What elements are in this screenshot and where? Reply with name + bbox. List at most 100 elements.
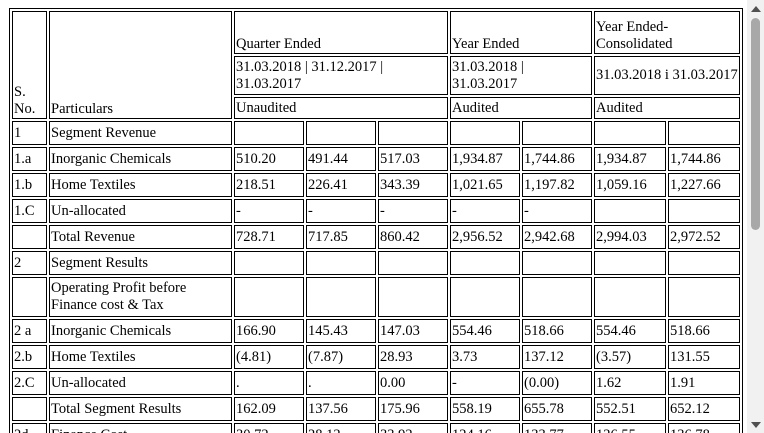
audited-label: Audited — [450, 97, 593, 119]
value-cell — [522, 251, 593, 275]
value-cell — [234, 251, 304, 275]
row-particular: Segment Revenue — [49, 121, 232, 145]
value-cell — [234, 277, 304, 317]
value-cell: 1.62 — [594, 371, 667, 395]
value-cell: 517.03 — [378, 147, 449, 171]
value-cell: 491.44 — [306, 147, 376, 171]
value-cell — [450, 121, 521, 145]
value-cell: - — [522, 199, 593, 223]
year-consolidated-header: Year Ended-Consolidated — [594, 11, 741, 54]
value-cell — [668, 121, 741, 145]
table-row: 1.b Home Textiles 218.51 226.41 343.39 1,021.… — [12, 173, 741, 197]
scroll-up-arrow-icon[interactable] — [747, 0, 764, 17]
row-particular: Total Revenue — [49, 225, 232, 249]
table-row: 1.C Un-allocated - - - - - — [12, 199, 741, 223]
row-particular: Segment Results — [49, 251, 232, 275]
value-cell: (4.81) — [234, 345, 304, 369]
value-cell: 28.12 — [306, 423, 376, 433]
value-cell: 655.78 — [522, 397, 593, 421]
row-sno: 1.a — [12, 147, 47, 171]
value-cell: 552.51 — [594, 397, 667, 421]
value-cell: 133.77 — [522, 423, 593, 433]
value-cell — [378, 251, 449, 275]
row-particular: Operating Profit before Finance cost & T… — [49, 277, 232, 317]
row-sno: 2.C — [12, 371, 47, 395]
value-cell: - — [450, 371, 521, 395]
table-row: Operating Profit before Finance cost & T… — [12, 277, 741, 317]
value-cell: 1.91 — [668, 371, 741, 395]
row-sno: 2 — [12, 251, 47, 275]
value-cell: 162.09 — [234, 397, 304, 421]
value-cell: 652.12 — [668, 397, 741, 421]
row-sno: 2 a — [12, 319, 47, 343]
value-cell: 137.56 — [306, 397, 376, 421]
particulars-header: Particulars — [49, 11, 232, 119]
year-dates: 31.03.2018 | 31.03.2017 — [450, 56, 593, 95]
row-sno: 2.b — [12, 345, 47, 369]
row-particular: Home Textiles — [49, 173, 232, 197]
value-cell: - — [306, 199, 376, 223]
value-cell — [594, 199, 667, 223]
scroll-thumb[interactable] — [751, 18, 760, 230]
value-cell: 860.42 — [378, 225, 449, 249]
row-sno — [12, 397, 47, 421]
value-cell — [306, 121, 376, 145]
row-sno — [12, 225, 47, 249]
value-cell: 518.66 — [522, 319, 593, 343]
value-cell: 518.66 — [668, 319, 741, 343]
value-cell: . — [234, 371, 304, 395]
scroll-down-arrow-icon[interactable] — [747, 416, 764, 433]
value-cell: 3.73 — [450, 345, 521, 369]
value-cell — [668, 251, 741, 275]
value-cell: 1,934.87 — [594, 147, 667, 171]
table-row: Total Segment Results 162.09 137.56 175.96 5… — [12, 397, 741, 421]
table-row: 2 a Inorganic Chemicals 166.90 145.43 147.03… — [12, 319, 741, 343]
quarter-ended-header: Quarter Ended — [234, 11, 449, 54]
value-cell: 218.51 — [234, 173, 304, 197]
value-cell: 126.55 — [594, 423, 667, 433]
row-sno: 1 — [12, 121, 47, 145]
segment-results-table: S. No. Particulars Quarter Ended Year En… — [9, 8, 744, 433]
value-cell: - — [234, 199, 304, 223]
value-cell: 1,744.86 — [668, 147, 741, 171]
value-cell: 1,197.82 — [522, 173, 593, 197]
value-cell: 28.93 — [378, 345, 449, 369]
table-row: 2.b Home Textiles (4.81) (7.87) 28.93 3.73 137… — [12, 345, 741, 369]
consolidated-dates: 31.03.2018 i 31.03.2017 — [594, 56, 741, 95]
value-cell: 137.12 — [522, 345, 593, 369]
document-viewport: S. No. Particulars Quarter Ended Year En… — [9, 8, 744, 433]
row-sno: 1.C — [12, 199, 47, 223]
value-cell — [668, 199, 741, 223]
value-cell: 2,956.52 — [450, 225, 521, 249]
value-cell: 343.39 — [378, 173, 449, 197]
value-cell — [306, 277, 376, 317]
value-cell — [594, 277, 667, 317]
value-cell: - — [450, 199, 521, 223]
value-cell — [522, 121, 593, 145]
row-particular: Inorganic Chemicals — [49, 319, 232, 343]
value-cell: (3.57) — [594, 345, 667, 369]
value-cell: - — [378, 199, 449, 223]
value-cell: 1,059.16 — [594, 173, 667, 197]
value-cell: 1,021.65 — [450, 173, 521, 197]
value-cell — [378, 277, 449, 317]
audited-consolidated-label: Audited — [594, 97, 741, 119]
row-sno — [12, 277, 47, 317]
value-cell: 554.46 — [594, 319, 667, 343]
value-cell: 147.03 — [378, 319, 449, 343]
value-cell: 30.72 — [234, 423, 304, 433]
value-cell: 33.92 — [378, 423, 449, 433]
row-particular: Home Textiles — [49, 345, 232, 369]
value-cell: 510.20 — [234, 147, 304, 171]
value-cell: 554.46 — [450, 319, 521, 343]
value-cell: 145.43 — [306, 319, 376, 343]
row-particular: Un-allocated — [49, 199, 232, 223]
quarter-dates: 31.03.2018 | 31.12.2017 | 31.03.2017 — [234, 56, 449, 95]
value-cell: 2,942.68 — [522, 225, 593, 249]
vertical-scrollbar[interactable] — [747, 0, 764, 433]
value-cell: . — [306, 371, 376, 395]
value-cell — [668, 277, 741, 317]
table-row: 1.a Inorganic Chemicals 510.20 491.44 517.03… — [12, 147, 741, 171]
value-cell — [450, 251, 521, 275]
value-cell — [594, 121, 667, 145]
